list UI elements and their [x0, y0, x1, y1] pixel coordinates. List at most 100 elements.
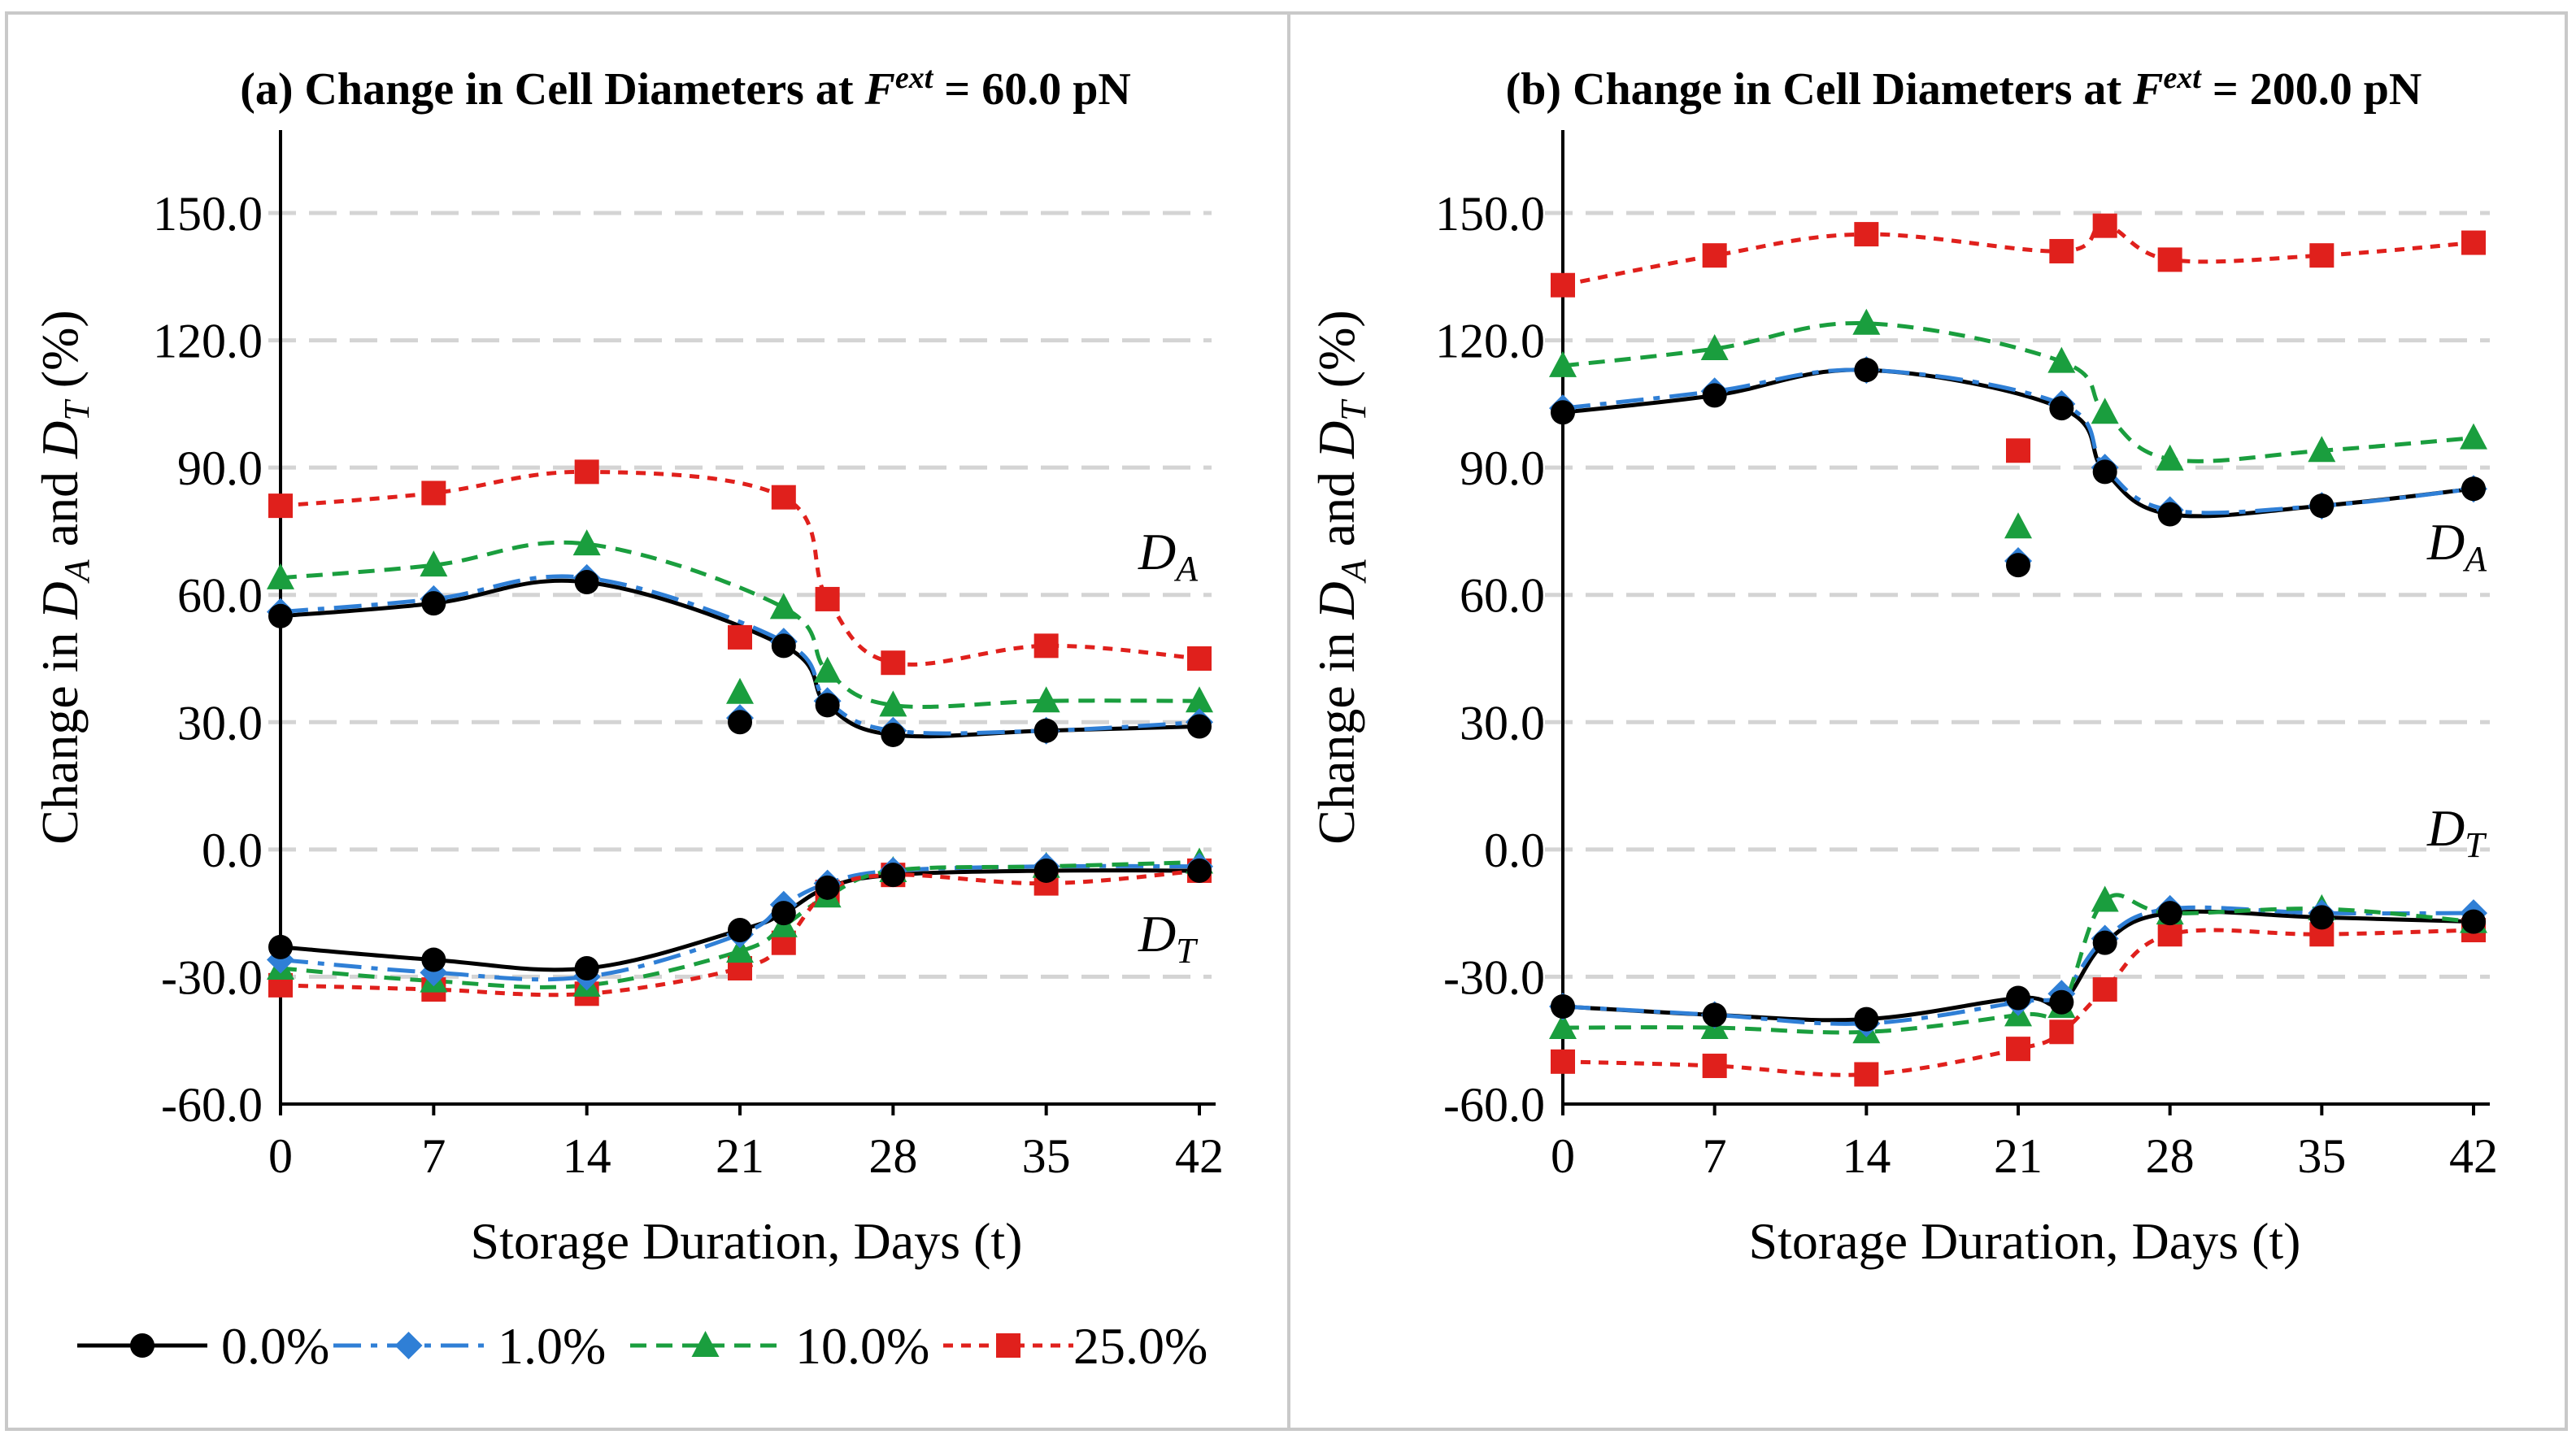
data-point-dt — [2092, 930, 2117, 955]
data-point-dt — [728, 918, 752, 943]
x-tick-label: 42 — [2449, 1129, 2498, 1183]
data-point-da — [1854, 222, 1879, 247]
data-point-da — [268, 603, 293, 628]
data-point-da — [2461, 476, 2486, 502]
data-point-da — [2004, 512, 2032, 539]
figure-frame — [5, 11, 2568, 1431]
data-point-da — [2006, 438, 2030, 463]
y-tick-label: 60.0 — [1460, 569, 1545, 623]
data-point-da — [268, 493, 293, 519]
data-point-dt — [1854, 1006, 1879, 1032]
data-point-da — [2308, 436, 2336, 463]
x-tick-label: 28 — [868, 1129, 917, 1183]
data-point-da — [267, 563, 294, 589]
data-point-da — [2006, 553, 2030, 578]
y-tick-label: 60.0 — [177, 569, 263, 623]
data-point-dt — [815, 875, 840, 900]
data-point-da — [2157, 502, 2182, 527]
data-point-da — [1187, 714, 1212, 739]
data-point-da — [1187, 646, 1212, 671]
data-point-da — [1032, 686, 1060, 713]
data-point-da — [1852, 308, 1881, 335]
data-point-dt — [1033, 858, 1059, 883]
x-tick-label: 35 — [1022, 1129, 1071, 1183]
tick-labels-a: 150.0 120.0 90.0 60.0 30.0 0.0 -30.0 -60.00 7 14 2… — [153, 187, 1224, 1183]
tick-labels-b: 150.0 120.0 90.0 60.0 30.0 0.0 -30.0 -60.00 7 14 2… — [1435, 187, 2498, 1183]
x-tick-label: 28 — [2146, 1129, 2195, 1183]
x-tick-label: 42 — [1175, 1129, 1224, 1183]
data-point-da — [771, 633, 796, 659]
data-point-dt — [881, 863, 906, 888]
chart-title-a: (a) Change in Cell Diameters at Fext = 6… — [240, 61, 1131, 115]
x-tick-label: 7 — [1703, 1129, 1727, 1183]
x-tick-label: 14 — [563, 1129, 611, 1183]
data-points-a — [267, 459, 1213, 1006]
data-point-dt — [1551, 1049, 1575, 1074]
x-axis-label-b: Storage Duration, Days (t) — [1749, 1212, 2301, 1270]
data-point-da — [1549, 350, 1577, 377]
trend-line-da — [281, 540, 1200, 710]
data-point-da — [728, 710, 752, 735]
x-tick-label: 7 — [421, 1129, 446, 1183]
data-point-da — [879, 690, 907, 717]
data-point-da — [815, 586, 840, 611]
y-tick-label: -30.0 — [161, 950, 263, 1004]
data-point-da — [726, 677, 754, 704]
y-tick-label: 150.0 — [1435, 187, 1545, 241]
data-point-da — [2091, 398, 2119, 424]
y-axis-label-b: Change in DA and DT (%) — [1308, 310, 1373, 844]
y-axis-label-a: Change in DA and DT (%) — [31, 310, 97, 844]
data-point-da — [2309, 243, 2334, 268]
y-tick-label: 30.0 — [1460, 696, 1545, 750]
series-label-dt-b: DT — [2426, 799, 2487, 865]
data-point-da — [2460, 423, 2487, 450]
legend-marker — [996, 1333, 1020, 1358]
data-point-da — [574, 459, 599, 485]
gridlines-b — [1545, 211, 2490, 979]
trend-line-da — [1562, 367, 2474, 519]
data-point-dt — [2309, 905, 2334, 930]
legend-label: 0.0% — [221, 1317, 329, 1375]
data-point-da — [2092, 459, 2117, 485]
y-tick-label: 0.0 — [202, 824, 263, 877]
axes-b — [1561, 130, 2490, 1115]
data-point-da — [572, 529, 601, 556]
trend-line-da — [1562, 367, 2474, 515]
trend-line-da — [1562, 321, 2474, 463]
data-point-dt — [1549, 1013, 1577, 1040]
data-point-dt — [2157, 901, 2182, 926]
x-tick-label: 14 — [1842, 1129, 1891, 1183]
y-tick-label: 30.0 — [177, 696, 263, 750]
legend-item: 0.0% — [77, 1317, 329, 1375]
y-tick-label: 120.0 — [153, 315, 263, 368]
data-point-da — [1854, 358, 1879, 383]
data-point-da — [1551, 400, 1575, 425]
x-tick-label: 21 — [716, 1129, 764, 1183]
data-point-dt — [2006, 1037, 2030, 1062]
gridlines-a — [268, 211, 1212, 979]
data-point-da — [574, 570, 599, 595]
y-tick-label: 0.0 — [1484, 824, 1545, 877]
legend-label: 1.0% — [498, 1317, 606, 1375]
data-point-da — [421, 591, 446, 616]
data-point-dt — [2157, 922, 2182, 947]
legend-label: 10.0% — [795, 1317, 929, 1375]
series-label-da-b: DA — [2426, 513, 2487, 579]
x-tick-label: 35 — [2297, 1129, 2346, 1183]
data-point-da — [881, 722, 906, 747]
data-point-da — [1033, 633, 1059, 659]
trend-curves-b — [1562, 224, 2474, 1077]
data-point-da — [1186, 686, 1213, 713]
x-tick-label: 0 — [1551, 1129, 1575, 1183]
y-tick-label: -60.0 — [161, 1078, 263, 1132]
trend-curves-a — [281, 469, 1200, 998]
data-point-dt — [421, 947, 446, 972]
data-point-da — [2461, 230, 2486, 255]
data-point-da — [420, 550, 448, 577]
x-axis-label-a: Storage Duration, Days (t) — [471, 1212, 1023, 1270]
data-point-dt — [1551, 993, 1575, 1019]
legend-marker — [130, 1333, 154, 1358]
trend-line-da — [281, 574, 1200, 736]
trend-line-dt — [281, 868, 1200, 998]
y-tick-label: 90.0 — [177, 441, 263, 495]
